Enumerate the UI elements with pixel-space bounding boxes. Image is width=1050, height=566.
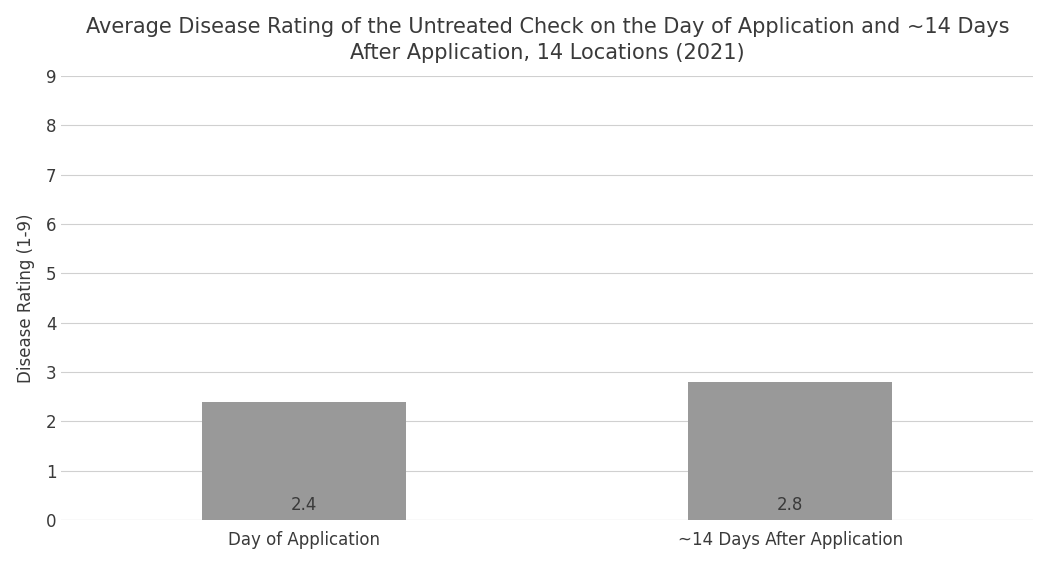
Title: Average Disease Rating of the Untreated Check on the Day of Application and ~14 : Average Disease Rating of the Untreated … [85, 16, 1009, 63]
Bar [688, 382, 892, 520]
Bar [203, 402, 406, 520]
Y-axis label: Disease Rating (1-9): Disease Rating (1-9) [17, 213, 35, 383]
Text: 2.4: 2.4 [291, 496, 317, 514]
Text: 2.8: 2.8 [777, 496, 803, 514]
